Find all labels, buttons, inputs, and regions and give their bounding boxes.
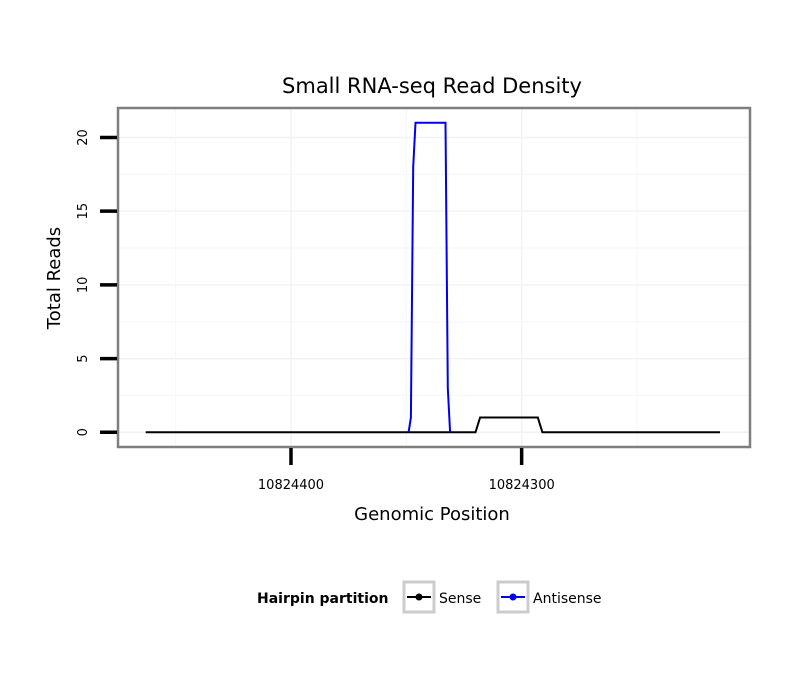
series-layer xyxy=(145,121,720,434)
legend-key-point xyxy=(509,593,517,601)
x-tick-label: 10824300 xyxy=(489,478,555,493)
legend-item-sense: Sense xyxy=(402,580,481,614)
legend-label-antisense: Antisense xyxy=(533,591,602,607)
chart-title: Small RNA-seq Read Density xyxy=(282,74,582,98)
y-tick-label: 20 xyxy=(76,129,91,146)
y-tick-label: 5 xyxy=(76,354,91,362)
y-axis-title: Total Reads xyxy=(44,227,65,330)
y-tick-label: 15 xyxy=(76,203,91,220)
grid xyxy=(118,108,750,447)
legend: Hairpin partition Sense Antisense xyxy=(257,580,602,614)
legend-item-antisense: Antisense xyxy=(496,580,602,614)
y-tick-label: 0 xyxy=(76,428,91,436)
plot-panel-border xyxy=(116,106,752,449)
x-axis-title: Genomic Position xyxy=(354,504,510,525)
y-tick-label: 10 xyxy=(76,277,91,294)
legend-title: Hairpin partition xyxy=(257,591,388,607)
legend-label-sense: Sense xyxy=(439,591,481,607)
legend-key-point xyxy=(415,593,423,601)
x-tick-label: 10824400 xyxy=(258,478,324,493)
axis-ticks: 0 5 10 15 20 10824400 10824300 xyxy=(76,129,555,493)
series-line-sense xyxy=(145,416,720,434)
series-line-antisense xyxy=(407,121,452,433)
